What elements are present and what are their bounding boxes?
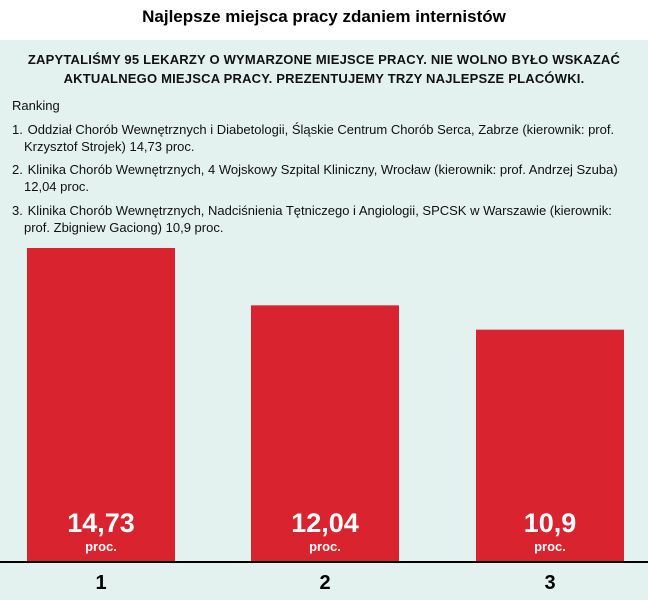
ranking-item-1: 1. Oddział Chorób Wewnętrznych i Diabeto… bbox=[12, 121, 640, 155]
x-tick-label: 2 bbox=[319, 572, 330, 594]
bar-3 bbox=[476, 329, 624, 562]
bar-1 bbox=[27, 248, 175, 562]
bar-value-label: 14,73 bbox=[67, 508, 135, 538]
ranking-text-line-1: Klinika Chorób Wewnętrznych, 4 Wojskowy … bbox=[27, 162, 618, 177]
ranking-number: 3. bbox=[12, 203, 23, 218]
ranking-text-line-1: Klinika Chorób Wewnętrznych, Nadciśnieni… bbox=[27, 203, 612, 218]
ranking-number: 1. bbox=[12, 122, 23, 137]
ranking-number: 2. bbox=[12, 162, 23, 177]
ranking-item-2: 2. Klinika Chorób Wewnętrznych, 4 Wojsko… bbox=[12, 161, 640, 195]
bar-value-label: 12,04 bbox=[291, 508, 359, 538]
ranking-heading: Ranking bbox=[12, 98, 60, 113]
x-tick-label: 1 bbox=[95, 572, 106, 594]
ranking-item-3: 3. Klinika Chorób Wewnętrznych, Nadciśni… bbox=[12, 202, 640, 236]
ranking-text-line-2: prof. Zbigniew Gaciong) 10,9 proc. bbox=[24, 220, 224, 235]
bar-unit-label: proc. bbox=[309, 539, 341, 554]
ranking-text-line-2: 12,04 proc. bbox=[24, 179, 90, 194]
bar-2 bbox=[251, 305, 399, 562]
x-tick-label: 3 bbox=[544, 572, 555, 594]
chart-subtitle: ZAPYTALIŚMY 95 LEKARZY O WYMARZONE MIEJS… bbox=[10, 50, 638, 88]
ranking-text-line-1: Oddział Chorób Wewnętrznych i Diabetolog… bbox=[27, 122, 615, 137]
subtitle-line-1: ZAPYTALIŚMY 95 LEKARZY O WYMARZONE MIEJS… bbox=[27, 52, 621, 67]
chart-title: Najlepsze miejsca pracy zdaniem internis… bbox=[142, 7, 506, 26]
bar-unit-label: proc. bbox=[534, 539, 566, 554]
subtitle-line-2: AKTUALNEGO MIEJSCA PRACY. PREZENTUJEMY T… bbox=[63, 71, 585, 86]
bar-value-label: 10,9 bbox=[524, 508, 577, 538]
bar-unit-label: proc. bbox=[85, 539, 117, 554]
ranking-text-line-2: Krzysztof Strojek) 14,73 proc. bbox=[24, 139, 195, 154]
